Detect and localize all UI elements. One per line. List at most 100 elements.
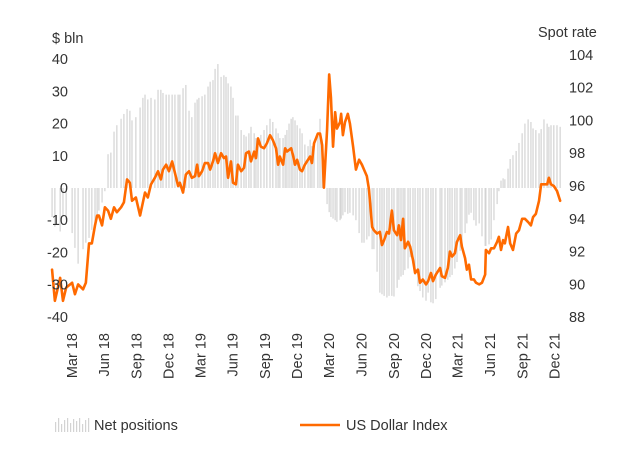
net-position-bar <box>386 188 388 298</box>
net-position-bar <box>116 125 118 188</box>
net-position-bar <box>464 188 466 234</box>
net-position-bar <box>248 133 250 188</box>
net-position-bar <box>553 125 555 188</box>
net-position-bar <box>484 188 486 246</box>
net-position-bar <box>326 188 328 205</box>
net-position-bar <box>496 188 498 205</box>
net-position-bar <box>59 188 61 232</box>
x-tick-label: Sep 18 <box>130 333 146 379</box>
net-position-bar <box>330 188 332 217</box>
net-position-bar <box>126 109 128 188</box>
net-position-bar <box>240 130 242 188</box>
net-position-bar <box>82 188 84 250</box>
legend-us-dollar-index: US Dollar Index <box>346 418 448 434</box>
right-tick-label: 96 <box>569 179 585 195</box>
net-position-bar <box>540 129 542 188</box>
net-position-bar <box>129 110 131 188</box>
net-position-bar <box>373 188 375 250</box>
net-position-bar <box>342 188 344 216</box>
net-position-bar <box>88 188 90 238</box>
net-position-bar <box>317 133 319 188</box>
left-axis-unit: $ bln <box>52 31 83 47</box>
net-position-bar <box>456 188 458 263</box>
legend-net-positions: Net positions <box>94 418 178 434</box>
net-position-bar <box>543 119 545 188</box>
net-position-bar <box>209 81 211 188</box>
x-tick-label: Dec 20 <box>419 333 435 379</box>
net-position-bar <box>432 188 434 304</box>
net-position-bar <box>328 188 330 213</box>
net-position-bar <box>120 118 122 188</box>
x-tick-label: Dec 18 <box>162 333 178 379</box>
right-tick-label: 104 <box>569 48 593 64</box>
legend-bars-icon <box>55 418 90 432</box>
right-tick-label: 102 <box>569 81 593 97</box>
net-position-bar <box>349 188 351 213</box>
net-position-bar <box>391 188 393 296</box>
left-axis-ticks: 40 30 20 10 0 -10 -20 -30 -40 <box>47 52 68 326</box>
net-position-bar <box>144 94 146 188</box>
x-axis-ticks: Mar 18 Jun 18 Sep 18 Dec 18 Mar 19 Jun 19 Sep … <box>65 333 564 379</box>
net-position-bar <box>194 102 196 188</box>
net-position-bar <box>123 113 125 188</box>
net-position-bar <box>113 131 115 188</box>
us-dollar-index-line <box>50 73 562 303</box>
right-axis-unit: Spot rate <box>538 25 597 41</box>
net-position-bar <box>191 117 193 188</box>
net-position-bar <box>296 125 298 188</box>
net-position-bar <box>279 138 281 188</box>
net-position-bar <box>157 89 159 188</box>
net-position-bar <box>393 188 395 297</box>
net-position-bar <box>179 94 181 188</box>
net-position-bar <box>363 188 365 243</box>
right-tick-label: 98 <box>569 146 585 162</box>
legend-bar-mark <box>64 420 66 432</box>
net-position-bar <box>478 188 480 224</box>
net-position-bar <box>288 123 290 188</box>
net-position-bar <box>220 76 222 188</box>
net-position-bar <box>62 188 64 217</box>
legend-bar-mark <box>85 420 87 432</box>
net-position-bar <box>299 128 301 188</box>
net-position-bar <box>260 134 262 188</box>
x-tick-label: Mar 21 <box>451 333 467 378</box>
net-position-bar <box>334 188 336 221</box>
net-position-bar <box>527 119 529 188</box>
net-position-bar <box>430 188 432 303</box>
net-position-bar <box>154 99 156 188</box>
net-position-bar <box>263 130 265 188</box>
net-position-bar <box>451 188 453 275</box>
net-position-bar <box>177 94 179 188</box>
left-tick-label: -20 <box>47 245 68 261</box>
left-tick-label: 30 <box>52 84 68 100</box>
left-tick-label: 10 <box>52 149 68 165</box>
net-position-bar <box>481 188 483 237</box>
net-position-bar <box>101 188 103 203</box>
net-position-bar <box>419 188 421 292</box>
net-position-bar <box>532 128 534 188</box>
net-position-bar <box>439 188 441 288</box>
left-tick-label: -40 <box>47 310 68 326</box>
left-tick-label: 0 <box>60 181 68 197</box>
net-position-bar <box>301 133 303 188</box>
net-position-bar <box>485 188 487 246</box>
x-tick-label: Sep 21 <box>515 333 531 379</box>
net-position-bar <box>201 96 203 188</box>
net-position-bar <box>512 155 514 188</box>
net-position-bar <box>227 83 229 188</box>
net-position-bar <box>498 188 500 192</box>
net-position-bar <box>94 188 96 224</box>
net-position-bar <box>235 115 237 188</box>
net-position-bar <box>96 188 98 216</box>
net-position-bar <box>196 99 198 188</box>
net-position-bar <box>319 118 321 188</box>
net-position-bar <box>74 188 76 248</box>
legend-bar-mark <box>73 419 75 432</box>
net-position-bar <box>515 150 517 188</box>
net-position-bar <box>524 123 526 188</box>
net-position-bar <box>507 168 509 188</box>
net-position-bar <box>107 154 109 188</box>
net-position-bar <box>286 130 288 188</box>
net-position-bar <box>444 188 446 283</box>
net-position-bar <box>77 188 79 264</box>
